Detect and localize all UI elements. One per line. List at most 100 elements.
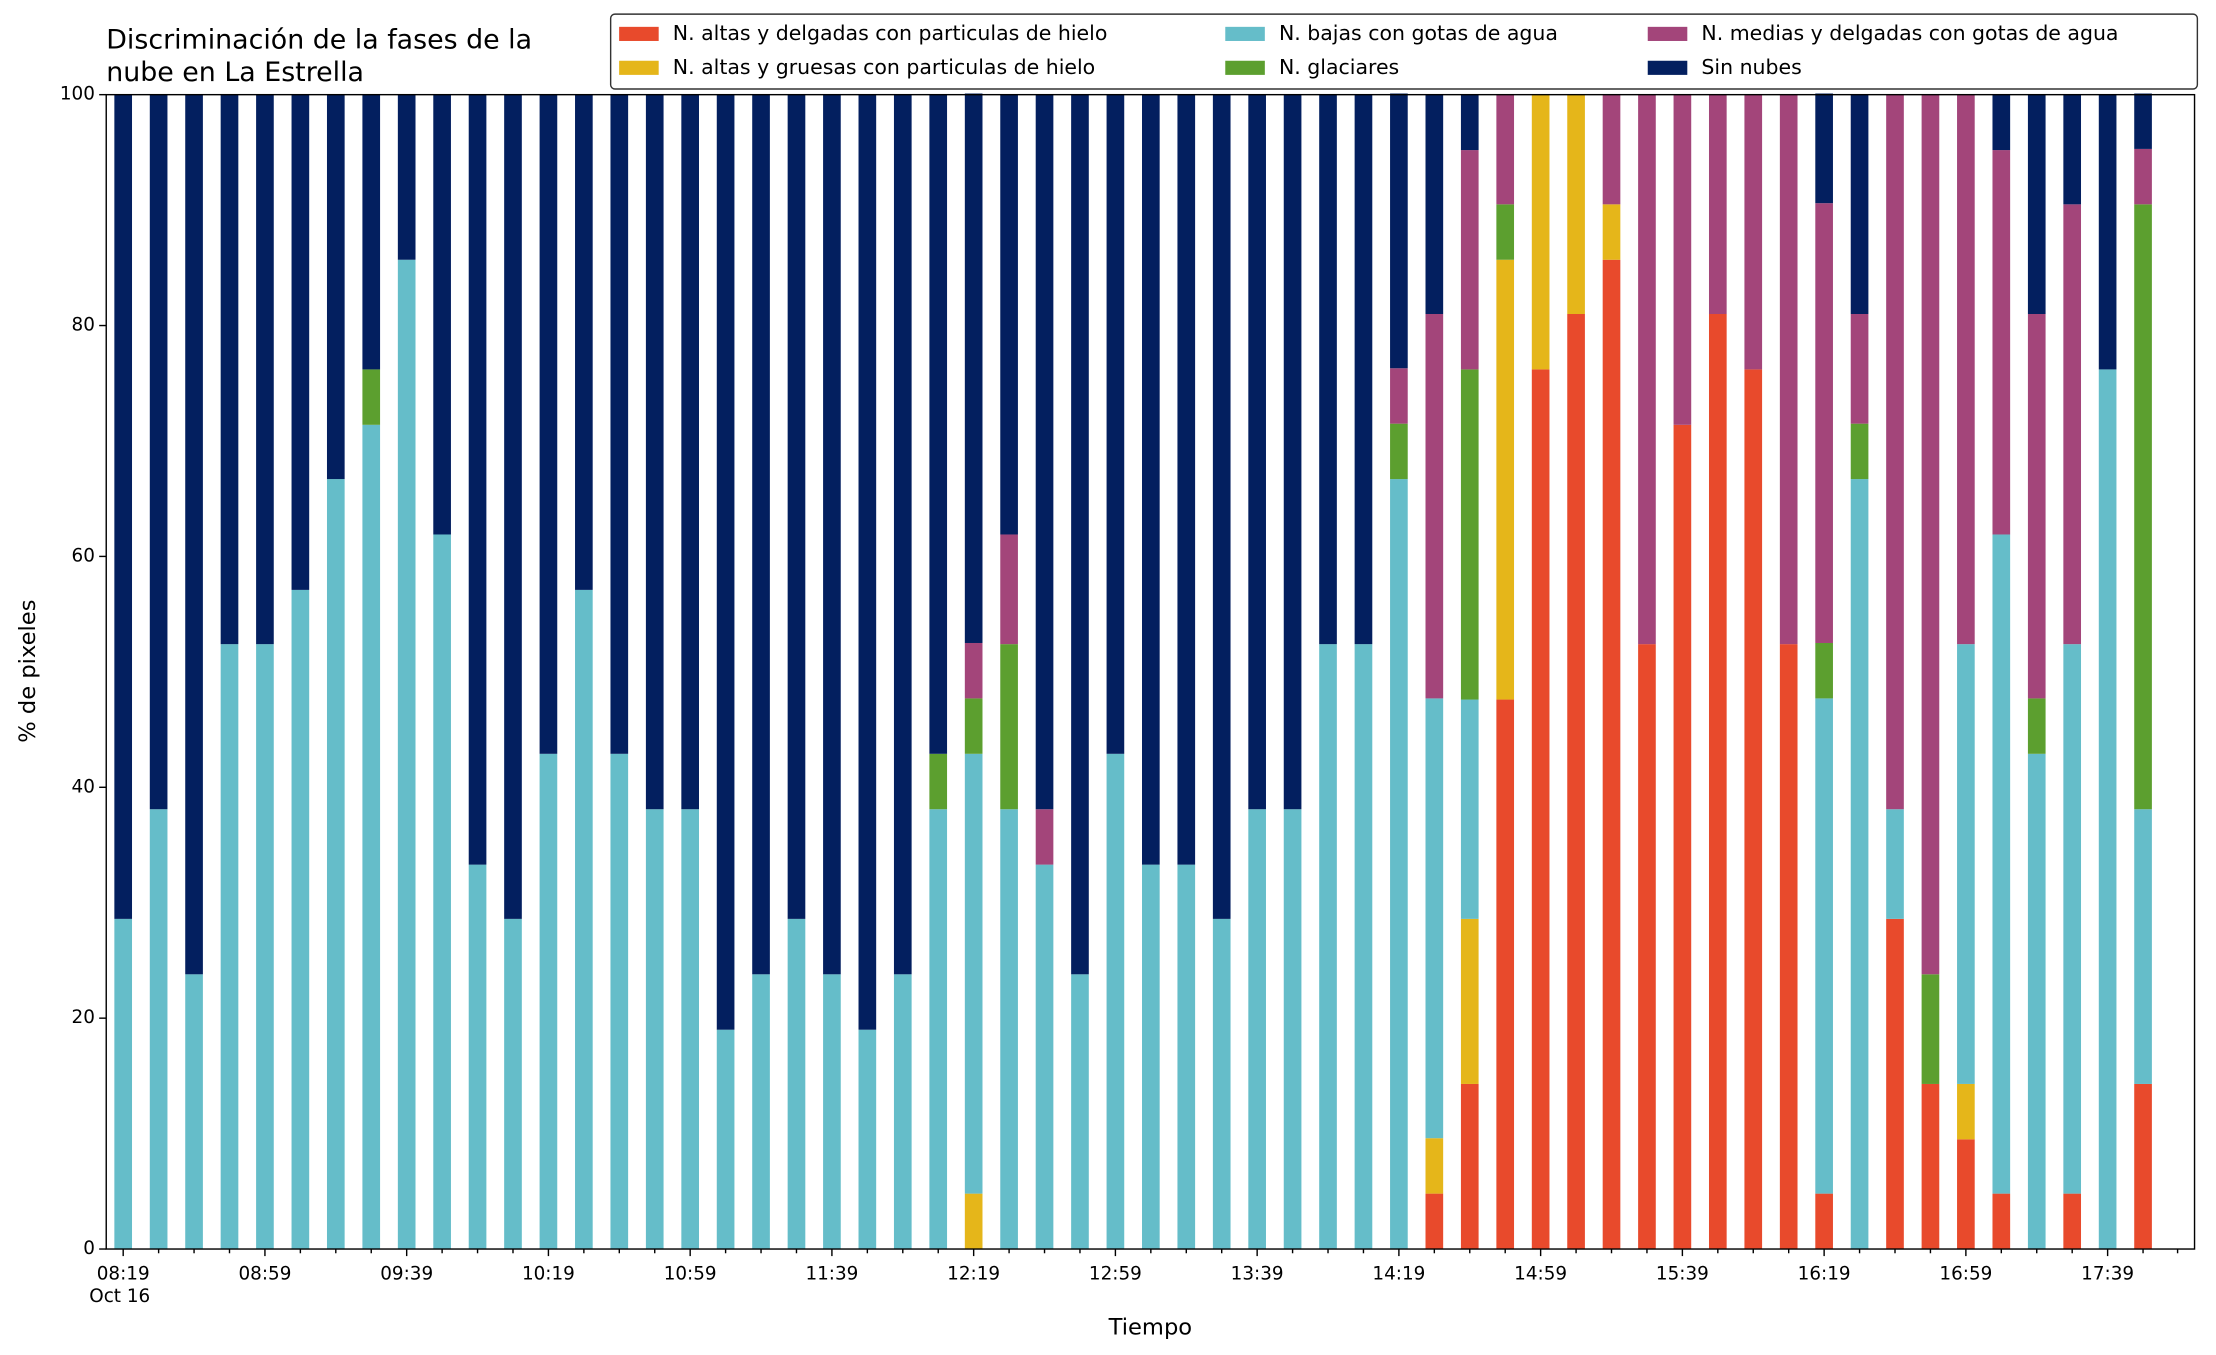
bar-segment	[1248, 809, 1266, 1250]
bar-segment	[2027, 313, 2046, 699]
bar-segment	[2098, 94, 2117, 370]
bar-segment	[1708, 313, 1727, 1250]
bar-segment	[256, 94, 274, 645]
bar-segment	[964, 753, 983, 1194]
bar-segment	[1035, 864, 1054, 1250]
legend-label: N. medias y delgadas con gotas de agua	[1701, 21, 2118, 45]
bar-segment	[256, 644, 274, 1250]
bar-segment	[1390, 368, 1408, 424]
bar-segment	[964, 698, 983, 754]
y-tick-label: 80	[72, 315, 95, 336]
bar-segment	[1957, 1139, 1975, 1250]
bar-segment	[1744, 369, 1763, 1250]
chart-title: nube en La Estrella	[106, 57, 364, 88]
bar-segment	[2027, 753, 2046, 1250]
bar-segment	[1000, 534, 1018, 645]
bar-segment	[362, 424, 381, 1250]
bar-segment	[2098, 369, 2117, 1250]
bar-segment	[1602, 204, 1621, 260]
bar-segment	[1071, 974, 1089, 1250]
bar-segment	[1035, 94, 1054, 810]
bar-segment	[2027, 698, 2046, 754]
bar-segment	[681, 809, 699, 1250]
legend-swatch	[1225, 60, 1265, 75]
bar-segment	[2063, 94, 2082, 205]
bar-segment	[1496, 94, 1515, 205]
bar-segment	[1921, 94, 1940, 975]
x-tick-label: 16:59	[1939, 1263, 1992, 1284]
bar-segment	[1638, 94, 1656, 645]
bar-segment	[539, 753, 558, 1250]
bar-segment	[1886, 918, 1904, 1250]
bar-segment	[2134, 93, 2152, 149]
bar-segment	[114, 918, 133, 1250]
bar-segment	[468, 94, 487, 865]
chart-title: Discriminación de la fases de la	[106, 24, 532, 55]
bar-segment	[1957, 94, 1975, 645]
bar-segment	[1886, 809, 1904, 919]
bar-segment	[1425, 94, 1444, 314]
bar-segment	[1850, 479, 1869, 1250]
legend-swatch	[1225, 26, 1265, 41]
bar-segment	[893, 974, 912, 1250]
bar-segment	[1248, 94, 1266, 810]
bar-segment	[823, 974, 841, 1250]
bar-segment	[362, 369, 381, 425]
bar-segment	[1815, 642, 1833, 699]
bar-segment	[1673, 424, 1692, 1250]
plot-frame	[105, 93, 2196, 1250]
bar-segment	[1567, 313, 1585, 1250]
bar-segment	[1319, 644, 1337, 1250]
bar-segment	[610, 94, 629, 754]
legend-swatch	[1647, 60, 1688, 75]
bar-segment	[1460, 94, 1479, 151]
bar-segment	[858, 94, 877, 1030]
bar-segment	[1850, 94, 1869, 314]
x-tick-label: 08:59	[238, 1263, 291, 1284]
bar-segment	[1531, 94, 1550, 370]
bar-segment	[1354, 94, 1373, 645]
bar-segment	[929, 753, 948, 810]
legend-box	[609, 13, 2199, 90]
legend-label: Sin nubes	[1701, 55, 1801, 79]
bar-segment	[1779, 644, 1798, 1250]
bar-segment	[114, 94, 133, 919]
y-tick-label: 100	[60, 84, 95, 105]
bar-segment	[1779, 94, 1798, 645]
bar-segment	[1708, 94, 1727, 314]
bar-segment	[1638, 644, 1656, 1250]
x-axis-label: Tiempo	[1108, 1315, 1192, 1341]
bar-segment	[1815, 1193, 1833, 1250]
x-tick-label: 12:19	[947, 1263, 1000, 1284]
bar-segment	[1319, 94, 1337, 645]
bar-segment	[2134, 148, 2152, 205]
bar-segment	[1425, 313, 1444, 699]
bar-segment	[1531, 369, 1550, 1250]
bar-segment	[149, 94, 168, 810]
bar-segment	[575, 589, 593, 1250]
bar-segment	[1460, 150, 1479, 370]
bar-segment	[2134, 1083, 2152, 1250]
bar-segment	[1000, 644, 1018, 810]
bar-segment	[610, 753, 629, 1250]
bar-segment	[681, 94, 699, 810]
bar-segment	[1283, 809, 1302, 1250]
bar-segment	[1886, 94, 1904, 810]
x-tick-label: 08:19	[97, 1263, 150, 1284]
bar-segment	[893, 94, 912, 975]
x-tick-label: 14:59	[1514, 1263, 1567, 1284]
bar-segment	[1921, 1083, 1940, 1250]
bar-segment	[1142, 94, 1160, 865]
bar-segment	[1673, 94, 1692, 425]
bar-segment	[397, 259, 416, 1250]
bar-segment	[1390, 479, 1408, 1250]
bar-segment	[1460, 918, 1479, 1084]
legend-label: N. altas y delgadas con particulas de hi…	[673, 21, 1108, 45]
bar-segment	[433, 534, 451, 1250]
bar-segment	[1106, 753, 1125, 1250]
bar-segment	[326, 479, 345, 1250]
bar-segment	[1390, 423, 1408, 480]
bar-segment	[220, 644, 239, 1250]
x-tick-label: 16:19	[1798, 1263, 1851, 1284]
